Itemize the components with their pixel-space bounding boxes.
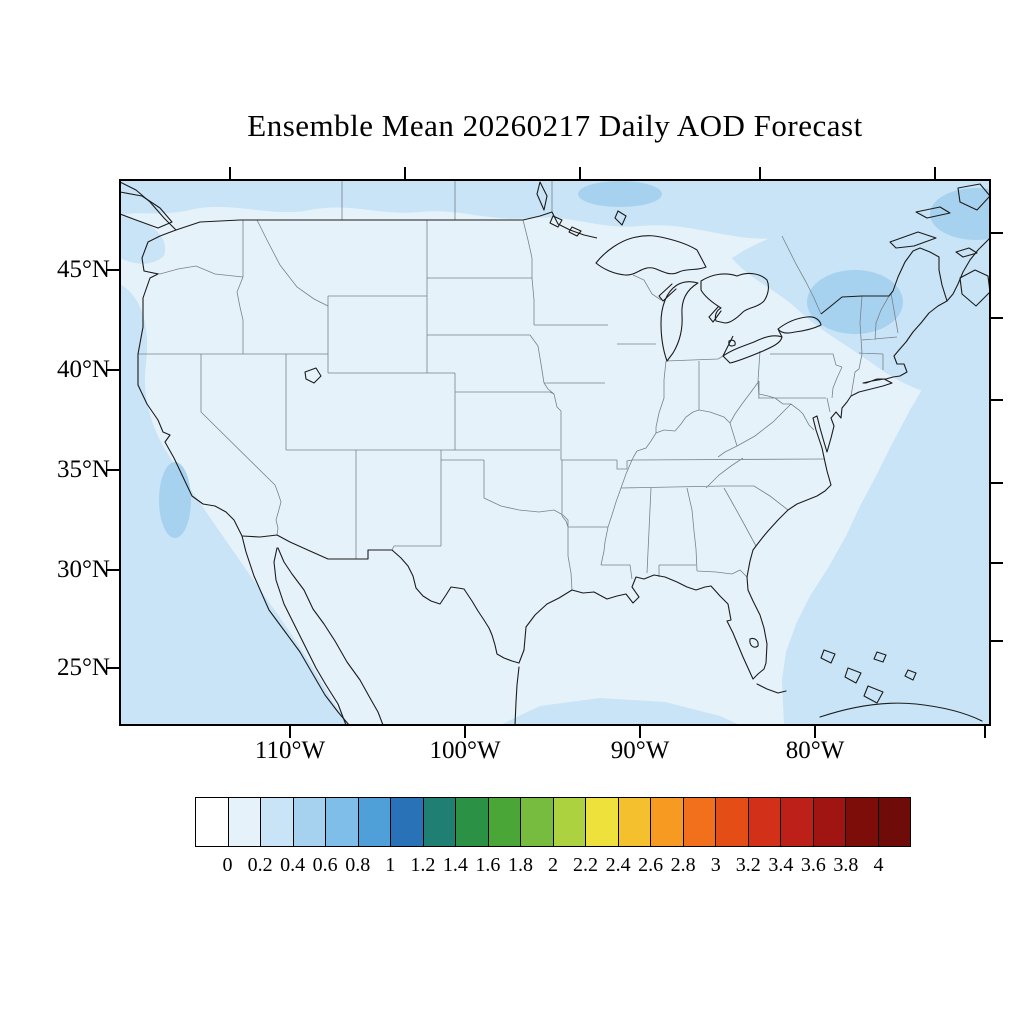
colorbar-segment — [326, 798, 359, 846]
colorbar-tick-label: 2.4 — [605, 854, 631, 876]
colorbar-tick-label: 4 — [873, 854, 884, 876]
lon-tick-label: 90°W — [610, 737, 670, 764]
colorbar-tick-label: 0.6 — [312, 854, 338, 876]
colorbar-tick-label: 1.2 — [410, 854, 436, 876]
colorbar-segment — [781, 798, 814, 846]
aod-contour-04-06 — [159, 181, 990, 538]
chart-title: Ensemble Mean 20260217 Daily AOD Forecas… — [247, 108, 863, 143]
colorbar-tick-label: 3.2 — [735, 854, 761, 876]
colorbar-segment — [521, 798, 554, 846]
lat-tick-label: 30°N — [56, 556, 110, 583]
colorbar-tick-label: 1.8 — [507, 854, 533, 876]
colorbar-tick-label: 3.8 — [833, 854, 859, 876]
lat-tick-label: 40°N — [56, 356, 110, 383]
colorbar-tick-label: 0.8 — [345, 854, 371, 876]
axis-ticks — [107, 167, 1003, 738]
us-aod-map — [120, 180, 990, 725]
colorbar-segment — [228, 798, 261, 846]
lat-tick-label: 25°N — [56, 654, 110, 681]
lat-tick-label: 45°N — [56, 256, 110, 283]
colorbar-tick-label: 1.6 — [475, 854, 501, 876]
lon-tick-label: 100°W — [429, 737, 501, 764]
colorbar-segment — [423, 798, 456, 846]
colorbar-segment — [586, 798, 619, 846]
colorbar-segment — [358, 798, 391, 846]
colorbar-tick-label: 2 — [548, 854, 558, 876]
map-frame — [119, 179, 991, 726]
colorbar-tick-label: 1.4 — [442, 854, 468, 876]
colorbar-segment — [748, 798, 781, 846]
colorbar-segment — [618, 798, 651, 846]
colorbar-tick-label: 1 — [385, 854, 396, 876]
aod-colorbar — [195, 797, 911, 847]
colorbar-tick-label: 2.6 — [638, 854, 664, 876]
lon-tick-label: 110°W — [254, 737, 326, 764]
colorbar-tick-label: 2.8 — [670, 854, 696, 876]
colorbar-segment — [846, 798, 879, 846]
state-boundaries — [138, 180, 899, 591]
colorbar-segment — [261, 798, 294, 846]
colorbar-segment — [878, 798, 910, 846]
colorbar-segment — [456, 798, 489, 846]
colorbar-tick-label: 0 — [222, 854, 233, 876]
colorbar-tick-label: 3 — [710, 854, 721, 876]
international-borders — [175, 211, 948, 664]
colorbar-tick-label: 0.4 — [280, 854, 306, 876]
coastlines — [120, 181, 990, 725]
colorbar-segment — [651, 798, 684, 846]
colorbar-tick-label: 3.4 — [768, 854, 794, 876]
colorbar-tick-labels: 0 0.2 0.4 0.6 0.8 1 1.2 1.4 1.6 1.8 2 2.2 2.4 2.6 2.8 3… — [195, 853, 911, 879]
colorbar-segment — [293, 798, 326, 846]
colorbar-segment — [683, 798, 716, 846]
lon-tick-label: 80°W — [785, 737, 845, 764]
colorbar-segment — [196, 798, 229, 846]
colorbar-segment — [813, 798, 846, 846]
colorbar-segment — [553, 798, 586, 846]
colorbar-segment — [391, 798, 424, 846]
colorbar-tick-label: 3.6 — [800, 854, 826, 876]
colorbar-segment — [488, 798, 521, 846]
lat-tick-label: 35°N — [56, 456, 110, 483]
colorbar-tick-label: 0.2 — [247, 854, 273, 876]
colorbar-tick-label: 2.2 — [573, 854, 599, 876]
colorbar-segment — [716, 798, 749, 846]
